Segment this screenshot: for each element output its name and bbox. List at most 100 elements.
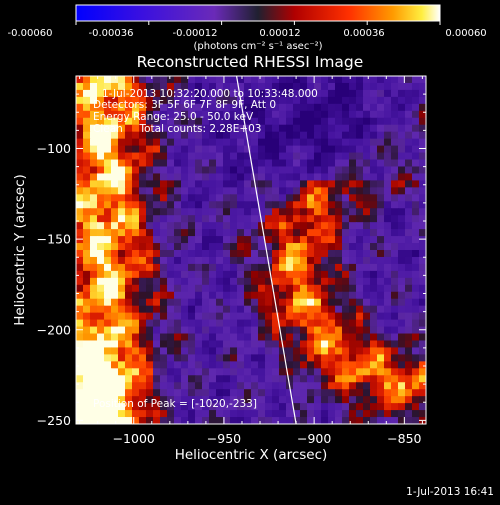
heatmap-cell: [90, 284, 98, 293]
heatmap-cell: [181, 222, 189, 230]
heatmap-cell: [286, 250, 294, 258]
heatmap-cell: [412, 180, 420, 188]
heatmap-cell: [349, 131, 357, 140]
heatmap-cell: [97, 347, 105, 355]
heatmap-cell: [356, 291, 364, 300]
heatmap-cell: [258, 131, 266, 140]
heatmap-cell: [307, 277, 315, 286]
heatmap-cell: [153, 270, 161, 279]
heatmap-cell: [286, 159, 294, 168]
heatmap-cell: [384, 277, 392, 286]
heatmap-cell: [398, 417, 406, 424]
heatmap-cell: [118, 319, 126, 328]
heatmap-cell: [125, 305, 133, 314]
heatmap-cell: [104, 117, 112, 126]
heatmap-cell: [90, 298, 98, 307]
heatmap-cell: [181, 103, 189, 112]
heatmap-cell: [398, 187, 406, 195]
heatmap-cell: [132, 187, 140, 195]
heatmap-cell: [398, 145, 406, 154]
heatmap-cell: [251, 166, 259, 175]
heatmap-cell: [342, 96, 350, 105]
heatmap-cell: [97, 305, 105, 314]
heatmap-cell: [118, 208, 126, 216]
heatmap-cell: [377, 173, 385, 181]
heatmap-cell: [188, 347, 196, 355]
heatmap-cell: [97, 124, 105, 133]
heatmap-cell: [83, 305, 91, 314]
heatmap-cell: [132, 201, 140, 209]
heatmap-cell: [237, 222, 245, 230]
heatmap-cell: [307, 152, 315, 161]
heatmap-cell: [104, 347, 112, 355]
heatmap-cell: [321, 333, 329, 342]
heatmap-cell: [307, 333, 315, 342]
heatmap-cell: [174, 389, 182, 397]
heatmap-cell: [300, 270, 308, 279]
heatmap-cell: [321, 159, 329, 168]
heatmap-cell: [181, 347, 189, 355]
heatmap-cell: [237, 250, 245, 258]
heatmap-cell: [272, 410, 280, 418]
heatmap-cell: [384, 298, 392, 307]
heatmap-cell: [307, 270, 315, 279]
heatmap-cell: [412, 403, 420, 411]
heatmap-cell: [349, 201, 357, 209]
heatmap-cell: [132, 250, 140, 258]
heatmap-cell: [356, 389, 364, 397]
heatmap-cell: [412, 375, 420, 383]
heatmap-cell: [398, 110, 406, 119]
heatmap-cell: [377, 131, 385, 140]
heatmap-cell: [76, 138, 84, 147]
heatmap-cell: [174, 368, 182, 376]
heatmap-cell: [405, 312, 413, 321]
heatmap-cell: [398, 173, 406, 181]
heatmap-cell: [363, 166, 371, 175]
heatmap-cell: [97, 375, 105, 383]
heatmap-cell: [216, 145, 224, 154]
heatmap-cell: [167, 222, 175, 230]
heatmap-cell: [118, 361, 126, 369]
heatmap-cell: [153, 208, 161, 216]
heatmap-cell: [314, 152, 322, 161]
heatmap-cell: [349, 145, 357, 154]
heatmap-cell: [188, 117, 196, 126]
heatmap-cell: [139, 103, 147, 112]
colorbar-tick-label: -0.00012: [173, 28, 218, 39]
heatmap-cell: [97, 326, 105, 335]
heatmap-cell: [384, 270, 392, 279]
heatmap-cell: [132, 291, 140, 300]
heatmap-cell: [195, 173, 203, 181]
heatmap-cell: [97, 229, 105, 237]
heatmap-cell: [370, 76, 378, 84]
heatmap-cell: [314, 117, 322, 126]
heatmap-cell: [160, 361, 168, 369]
heatmap-cell: [237, 208, 245, 216]
heatmap-cell: [293, 333, 301, 342]
annotation-detectors: Detectors: 3F 5F 6F 7F 8F 9F, Att 0: [93, 99, 276, 111]
heatmap-cell: [307, 410, 315, 418]
heatmap-cell: [377, 319, 385, 328]
heatmap-cell: [328, 361, 336, 369]
heatmap-cell: [321, 152, 329, 161]
heatmap-cell: [293, 326, 301, 335]
heatmap-cell: [209, 194, 217, 202]
heatmap-cell: [209, 375, 217, 383]
heatmap-cell: [314, 208, 322, 216]
heatmap-cell: [167, 375, 175, 383]
heatmap-cell: [202, 347, 210, 355]
heatmap-cell: [335, 417, 343, 424]
heatmap-cell: [125, 340, 133, 349]
heatmap-cell: [104, 396, 112, 404]
heatmap-cell: [202, 417, 210, 424]
heatmap-cell: [349, 138, 357, 147]
heatmap-cell: [391, 375, 399, 383]
heatmap-cell: [111, 103, 119, 112]
heatmap-cell: [356, 76, 364, 84]
heatmap-cell: [398, 229, 406, 237]
heatmap-cell: [244, 215, 252, 223]
heatmap-cell: [160, 76, 168, 84]
heatmap-cell: [293, 103, 301, 112]
heatmap-cell: [139, 284, 147, 293]
heatmap-cell: [314, 145, 322, 154]
